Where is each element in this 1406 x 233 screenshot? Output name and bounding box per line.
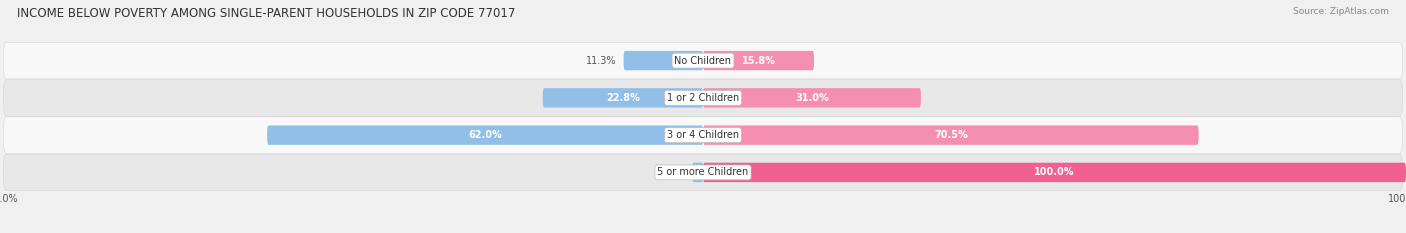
Text: 62.0%: 62.0% <box>468 130 502 140</box>
Text: 31.0%: 31.0% <box>794 93 830 103</box>
FancyBboxPatch shape <box>703 88 921 108</box>
FancyBboxPatch shape <box>543 88 703 108</box>
FancyBboxPatch shape <box>693 163 703 182</box>
Text: No Children: No Children <box>675 56 731 65</box>
FancyBboxPatch shape <box>3 154 1403 191</box>
FancyBboxPatch shape <box>703 125 1198 145</box>
FancyBboxPatch shape <box>3 42 1403 79</box>
Text: 100.0%: 100.0% <box>1035 168 1074 177</box>
FancyBboxPatch shape <box>703 163 1406 182</box>
Text: Source: ZipAtlas.com: Source: ZipAtlas.com <box>1294 7 1389 16</box>
Text: 15.8%: 15.8% <box>741 56 776 65</box>
Text: INCOME BELOW POVERTY AMONG SINGLE-PARENT HOUSEHOLDS IN ZIP CODE 77017: INCOME BELOW POVERTY AMONG SINGLE-PARENT… <box>17 7 515 20</box>
Text: 5 or more Children: 5 or more Children <box>658 168 748 177</box>
Text: 0.0%: 0.0% <box>672 168 696 177</box>
Text: 22.8%: 22.8% <box>606 93 640 103</box>
FancyBboxPatch shape <box>3 117 1403 153</box>
FancyBboxPatch shape <box>3 80 1403 116</box>
FancyBboxPatch shape <box>624 51 703 70</box>
Text: 70.5%: 70.5% <box>934 130 967 140</box>
Text: 11.3%: 11.3% <box>586 56 617 65</box>
FancyBboxPatch shape <box>703 51 814 70</box>
Text: 3 or 4 Children: 3 or 4 Children <box>666 130 740 140</box>
FancyBboxPatch shape <box>267 125 703 145</box>
Text: 1 or 2 Children: 1 or 2 Children <box>666 93 740 103</box>
